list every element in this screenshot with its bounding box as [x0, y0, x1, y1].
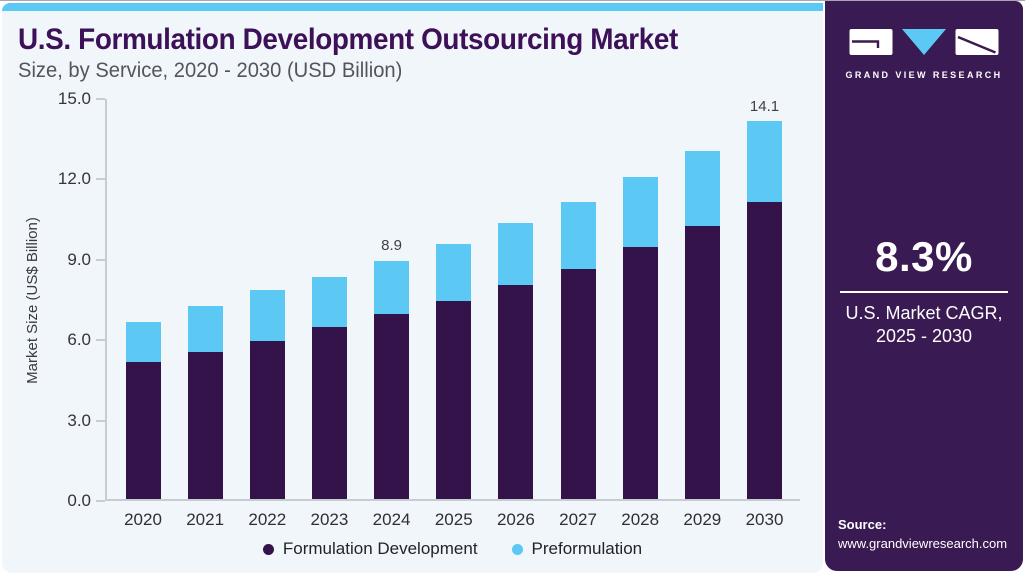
x-tick-label: 2030: [745, 510, 784, 529]
bar-stack: [498, 222, 534, 499]
cagr-divider: [840, 291, 1008, 293]
bar-segment-preformulation: [622, 177, 658, 248]
y-axis-title: Market Size (US$ Billion): [20, 99, 44, 501]
sidebar-panel: GRAND VIEW RESEARCH 8.3% U.S. Market CAG…: [825, 1, 1023, 571]
x-tick-label: 2024: [372, 510, 411, 529]
y-tick-mark: [96, 339, 105, 342]
legend-swatch-icon: [511, 543, 523, 555]
gvr-logo-icon: [849, 29, 999, 55]
logo-v-icon: [902, 29, 946, 55]
legend-item: Formulation Development: [262, 539, 478, 559]
y-axis-title-text: Market Size (US$ Billion): [23, 216, 41, 384]
legend-label: Formulation Development: [282, 539, 478, 558]
y-tick-mark: [96, 419, 105, 422]
y-tick-mark: [96, 178, 105, 181]
y-tick-label: 6.0: [67, 330, 91, 350]
y-tick-label: 12.0: [57, 169, 91, 189]
bar-segment-preformulation: [249, 289, 285, 341]
bar-segment-preformulation: [187, 306, 223, 352]
x-tick-label: 2025: [434, 510, 473, 529]
page-subtitle: Size, by Service, 2020 - 2030 (USD Billi…: [18, 59, 403, 82]
bar-segment-preformulation: [684, 150, 720, 226]
cagr-block: 8.3% U.S. Market CAGR, 2025 - 2030: [825, 233, 1023, 348]
legend-item: Preformulation: [511, 539, 643, 559]
legend-label: Preformulation: [531, 539, 643, 558]
logo-wordmark: GRAND VIEW RESEARCH: [845, 70, 1003, 80]
legend-swatch-icon: [262, 543, 274, 555]
bar-stack: [684, 150, 720, 499]
bar-segment-formulation-development: [684, 225, 720, 499]
bar-segment-preformulation: [436, 244, 472, 301]
source-block: Source: www.grandviewresearch.com: [838, 516, 1007, 554]
bar-segment-preformulation: [498, 222, 534, 285]
top-accent-bar: [2, 3, 823, 11]
x-tick-label: 2026: [496, 510, 535, 529]
cagr-value: 8.3%: [875, 233, 973, 280]
cagr-label-line1: U.S. Market CAGR,: [845, 303, 1003, 323]
bar-segment-formulation-development: [249, 340, 285, 499]
bar-stack: [374, 260, 410, 499]
plot-area: 15.0 12.0 9.0 6.0 3.0 0.0 2020 2021 2022 2023 2024…: [58, 89, 800, 529]
y-tick-mark: [96, 258, 105, 261]
bar-segment-formulation-development: [560, 268, 596, 499]
bar-stack: [747, 121, 782, 499]
bar-stack: [125, 322, 161, 499]
gvr-logo: GRAND VIEW RESEARCH: [825, 28, 1023, 80]
bar-value-label: 14.1: [749, 98, 780, 116]
bar-segment-preformulation: [374, 260, 410, 315]
y-tick-label: 0.0: [67, 491, 91, 510]
bar-segment-preformulation: [747, 121, 782, 202]
bar-segment-formulation-development: [187, 351, 223, 499]
bar-stack: [622, 177, 658, 499]
x-tick-label: 2029: [683, 510, 722, 529]
x-tick-label: 2023: [310, 510, 349, 529]
page-title: U.S. Formulation Development Outsourcing…: [18, 23, 678, 56]
y-tick-mark: [96, 500, 105, 502]
bar-stack: [311, 276, 347, 499]
bar-segment-formulation-development: [498, 284, 534, 499]
bar-stack: [249, 289, 285, 499]
y-tick-mark: [96, 98, 105, 100]
x-tick-label: 2021: [186, 510, 225, 529]
y-tick-label: 3.0: [67, 410, 91, 430]
bar-stack: [560, 201, 596, 499]
source-url: www.grandviewresearch.com: [838, 536, 1008, 552]
cagr-label: U.S. Market CAGR, 2025 - 2030: [825, 302, 1023, 348]
bar-segment-formulation-development: [311, 327, 347, 499]
y-tick-label: 9.0: [67, 249, 91, 269]
bar-segment-preformulation: [560, 201, 596, 269]
bar-segment-preformulation: [311, 276, 347, 328]
x-tick-label: 2020: [124, 510, 162, 529]
y-tick-label: 15.0: [57, 89, 91, 108]
cagr-label-line2: 2025 - 2030: [875, 326, 973, 347]
bar-value-label: 8.9: [381, 237, 403, 255]
bar-segment-formulation-development: [747, 201, 782, 499]
x-tick-label: 2028: [621, 510, 660, 529]
x-tick-label: 2022: [248, 510, 287, 529]
bar-segment-formulation-development: [374, 314, 410, 499]
bar-stack: [436, 244, 472, 499]
bar-segment-preformulation: [125, 322, 161, 363]
bar-segment-formulation-development: [622, 247, 658, 499]
legend: Formulation Development Preformulation: [105, 539, 800, 559]
chart-card: U.S. Formulation Development Outsourcing…: [2, 3, 823, 573]
bar-stack: [187, 306, 223, 499]
x-tick-label: 2027: [559, 510, 597, 529]
bar-segment-formulation-development: [125, 362, 161, 499]
source-label: Source:: [838, 517, 887, 533]
bar-segment-formulation-development: [436, 300, 472, 499]
